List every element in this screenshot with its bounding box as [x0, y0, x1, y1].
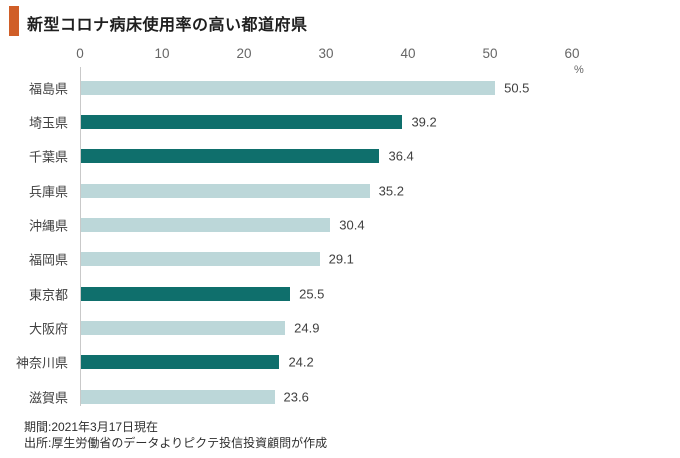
footer-period: 期間:2021年3月17日現在 — [24, 420, 159, 434]
bar-row: 千葉県 36.4 — [0, 139, 680, 173]
bar-value-label: 35.2 — [378, 183, 404, 199]
x-tick-label: 50 — [482, 46, 498, 61]
chart-title: 新型コロナ病床使用率の高い都道府県 — [27, 17, 308, 34]
category-label: 千葉県 — [28, 149, 68, 165]
category-label: 福岡県 — [28, 252, 68, 268]
bar-value-label: 50.5 — [504, 80, 530, 96]
bar-row: 兵庫県 35.2 — [0, 173, 680, 207]
category-label: 滋賀県 — [28, 390, 68, 405]
bar-row: 大阪府 24.9 — [0, 311, 680, 345]
bar-value-label: 24.9 — [294, 320, 320, 336]
bar-row: 埼玉県 39.2 — [0, 105, 680, 139]
category-label: 沖縄県 — [28, 218, 68, 234]
bar-value-label: 25.5 — [299, 286, 325, 302]
bar-row: 神奈川県 24.2 — [0, 345, 680, 379]
bar-value-label: 29.1 — [328, 251, 354, 267]
bar-value-label: 36.4 — [388, 148, 414, 164]
bar — [81, 286, 291, 301]
bar-value-label: 30.4 — [339, 217, 365, 233]
bar-row: 沖縄県 30.4 — [0, 208, 680, 242]
bar-value-label: 23.6 — [283, 389, 309, 404]
bar — [81, 252, 320, 267]
category-label: 大阪府 — [28, 321, 68, 337]
chart-footer: 期間:2021年3月17日現在 出所:厚生労働省のデータよりピクテ投信投資顧問が… — [24, 419, 327, 451]
bar-row: 東京都 25.5 — [0, 276, 680, 310]
bar — [81, 217, 331, 232]
bar — [81, 149, 380, 164]
x-axis-unit-label: % — [574, 64, 584, 76]
category-label: 兵庫県 — [28, 184, 68, 200]
bar-row: 福島県 50.5 — [0, 70, 680, 104]
y-axis-line — [80, 67, 81, 406]
x-tick-label: 30 — [318, 46, 334, 61]
bar — [81, 183, 370, 198]
bar-row: 福岡県 29.1 — [0, 242, 680, 276]
bar — [81, 80, 496, 95]
x-tick-label: 10 — [154, 46, 170, 61]
bar — [81, 320, 286, 335]
x-tick-label: 20 — [236, 46, 252, 61]
category-label: 埼玉県 — [28, 115, 68, 131]
category-label: 福島県 — [28, 81, 68, 97]
footer-source: 出所:厚生労働省のデータよりピクテ投信投資顧問が作成 — [24, 436, 328, 450]
bar-value-label: 39.2 — [411, 114, 437, 130]
bar — [81, 355, 280, 370]
category-label: 東京都 — [28, 287, 68, 303]
category-label: 神奈川県 — [15, 355, 68, 371]
bar — [81, 114, 403, 129]
bar-value-label: 24.2 — [288, 354, 314, 370]
bar-row: 滋賀県 23.6 — [0, 379, 680, 413]
bar — [81, 389, 275, 404]
title-accent-bar — [9, 6, 19, 36]
x-tick-label: 0 — [76, 46, 84, 61]
x-tick-label: 60 — [564, 46, 580, 61]
x-tick-label: 40 — [400, 46, 416, 61]
